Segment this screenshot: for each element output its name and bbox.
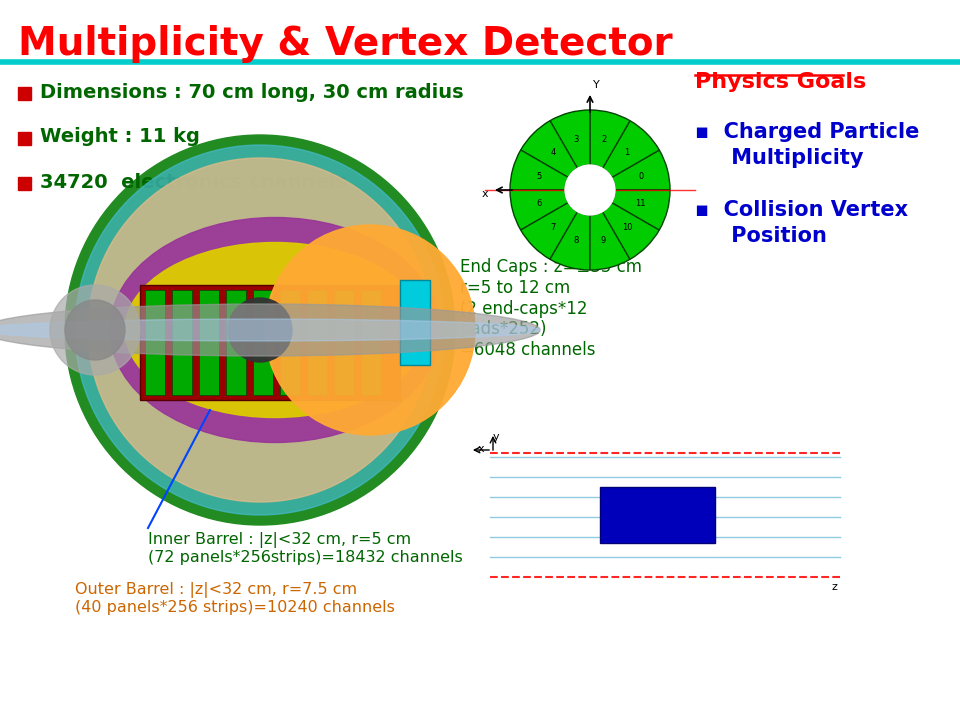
Circle shape [50,285,140,375]
Wedge shape [603,121,660,178]
Text: ▪  Collision Vertex
     Position: ▪ Collision Vertex Position [695,200,908,246]
Text: z: z [832,582,838,592]
Text: ▪  Charged Particle
     Multiplicity: ▪ Charged Particle Multiplicity [695,122,920,168]
Text: y: y [493,432,499,442]
Text: 5: 5 [537,172,541,181]
FancyBboxPatch shape [253,290,273,395]
Text: Multiplicity & Vertex Detector: Multiplicity & Vertex Detector [18,25,673,63]
FancyBboxPatch shape [18,87,31,100]
FancyBboxPatch shape [18,132,31,145]
Text: Outer Barrel : |z|<32 cm, r=7.5 cm
(40 panels*256 strips)=10240 channels: Outer Barrel : |z|<32 cm, r=7.5 cm (40 p… [75,582,395,616]
FancyBboxPatch shape [280,290,300,395]
Text: Dimensions : 70 cm long, 30 cm radius: Dimensions : 70 cm long, 30 cm radius [40,83,464,102]
Text: End Caps : z=±35 cm
r=5 to 12 cm
(2 end-caps*12
pads*252)
=6048 channels: End Caps : z=±35 cm r=5 to 12 cm (2 end-… [460,258,642,359]
FancyBboxPatch shape [600,487,715,543]
FancyBboxPatch shape [140,285,400,400]
Text: 7: 7 [550,222,556,232]
FancyBboxPatch shape [172,290,192,395]
Wedge shape [510,150,568,190]
Text: Inner Barrel : |z|<32 cm, r=5 cm
(72 panels*256strips)=18432 channels: Inner Barrel : |z|<32 cm, r=5 cm (72 pan… [148,532,463,565]
Wedge shape [520,121,578,178]
Text: Physics Goals: Physics Goals [695,72,866,92]
Wedge shape [612,190,670,230]
Text: x: x [478,444,485,454]
Circle shape [88,158,432,502]
Text: 1: 1 [625,148,630,158]
Wedge shape [590,212,630,270]
Text: x: x [482,189,489,199]
Wedge shape [612,150,670,190]
Text: 2: 2 [601,135,606,144]
Wedge shape [603,202,660,259]
Ellipse shape [0,319,540,341]
Text: Y: Y [593,80,600,90]
Text: 3: 3 [574,135,579,144]
Text: 10: 10 [622,222,633,232]
Circle shape [565,165,615,215]
Circle shape [65,300,125,360]
FancyBboxPatch shape [361,290,381,395]
Text: 0: 0 [638,172,643,181]
FancyBboxPatch shape [18,177,31,190]
Wedge shape [550,212,590,270]
Circle shape [75,145,445,515]
Wedge shape [550,110,590,168]
Text: 8: 8 [574,236,579,246]
Text: Weight : 11 kg: Weight : 11 kg [40,127,200,146]
Circle shape [265,225,475,435]
FancyBboxPatch shape [334,290,354,395]
FancyBboxPatch shape [199,290,219,395]
Ellipse shape [110,217,440,443]
Ellipse shape [125,243,425,418]
Text: 6: 6 [537,199,542,208]
Wedge shape [510,190,568,230]
FancyBboxPatch shape [307,290,327,395]
Wedge shape [590,110,630,168]
FancyBboxPatch shape [400,280,430,365]
Text: 4: 4 [550,148,556,158]
Text: 34720  electronics channels: 34720 electronics channels [40,173,347,192]
FancyBboxPatch shape [226,290,246,395]
Circle shape [65,135,455,525]
FancyBboxPatch shape [145,290,165,395]
Ellipse shape [0,304,540,356]
Circle shape [228,298,292,362]
Wedge shape [520,202,578,259]
Text: 11: 11 [636,199,646,208]
Text: 9: 9 [601,236,606,246]
